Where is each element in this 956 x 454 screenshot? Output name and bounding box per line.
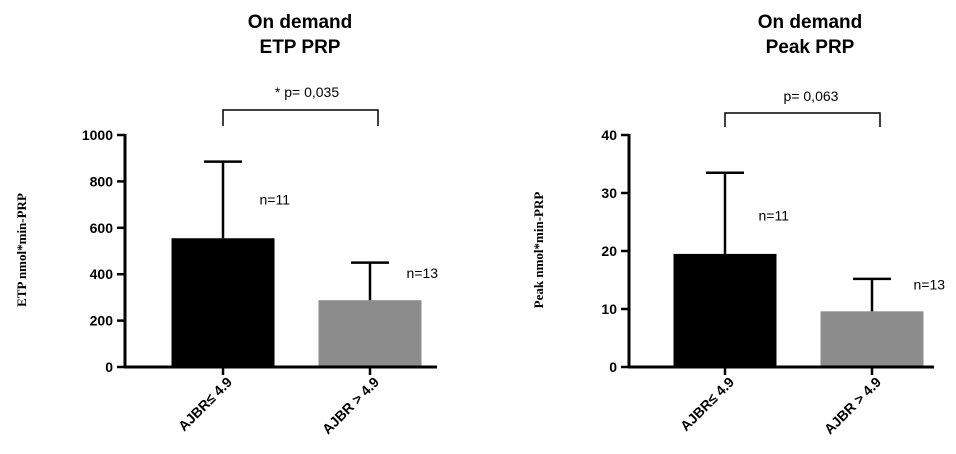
bar: [820, 311, 924, 367]
significance-annotation: p= 0,063: [784, 88, 839, 104]
y-tick-label: 400: [90, 266, 114, 282]
x-tick-label: AJBR≤ 4.9: [677, 374, 737, 434]
chart-title: On demand: [248, 12, 353, 33]
y-tick-label: 600: [90, 220, 114, 236]
y-tick-label: 40: [601, 127, 617, 143]
y-axis-label: ETP nmol*min-PRP: [14, 193, 29, 307]
chart-subtitle: Peak PRP: [766, 37, 855, 58]
y-tick-label: 1000: [82, 127, 113, 143]
n-label: n=13: [407, 265, 439, 281]
bar: [673, 253, 777, 367]
n-label: n=11: [260, 192, 291, 208]
y-tick-label: 20: [601, 243, 617, 259]
bar: [318, 300, 422, 367]
x-tick-label: AJBR > 4.9: [319, 374, 382, 437]
chart-etp-prp: On demand ETP PRP ETP nmol*min-PRP * p= …: [14, 12, 438, 437]
x-tick-label: AJBR > 4.9: [821, 374, 884, 437]
chart-title: On demand: [758, 12, 863, 33]
chart-peak-prp: On demand Peak PRP Peak nmol*min-PRP p= …: [531, 12, 945, 437]
y-tick-label: 200: [90, 313, 114, 329]
y-tick-label: 0: [105, 359, 113, 375]
y-tick-label: 800: [90, 173, 114, 189]
n-label: n=13: [914, 276, 946, 292]
y-tick-label: 30: [601, 185, 617, 201]
y-tick-label: 10: [601, 301, 617, 317]
significance-bracket: [724, 112, 881, 127]
significance-bracket: [222, 109, 379, 126]
x-tick-label: AJBR≤ 4.9: [175, 374, 235, 434]
significance-annotation: * p= 0,035: [275, 84, 339, 100]
y-axis-label: Peak nmol*min-PRP: [531, 192, 546, 309]
chart-subtitle: ETP PRP: [260, 37, 341, 58]
bar: [171, 238, 275, 367]
y-tick-label: 0: [609, 359, 617, 375]
n-label: n=11: [759, 208, 790, 224]
